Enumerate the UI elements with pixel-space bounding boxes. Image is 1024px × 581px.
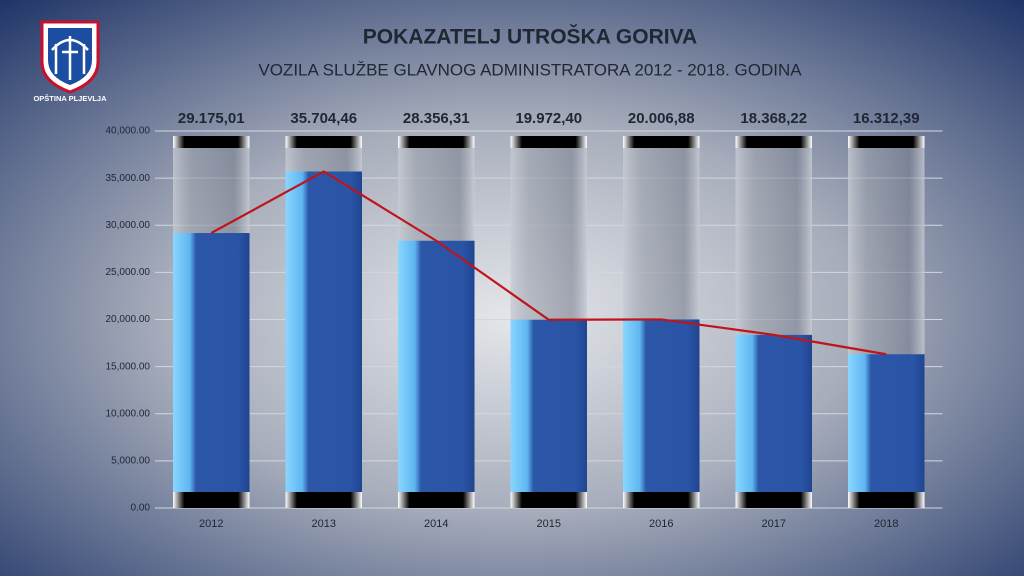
bar-cap-top xyxy=(398,136,475,148)
bar xyxy=(735,334,812,508)
bar-cap-bottom xyxy=(173,492,250,508)
bar xyxy=(623,319,700,508)
y-tick-label: 10,000.00 xyxy=(106,408,151,419)
value-label: 35.704,46 xyxy=(290,110,357,127)
trend-line xyxy=(210,170,887,356)
value-label: 28.356,31 xyxy=(403,110,470,127)
bar xyxy=(848,354,925,508)
bar-cap-bottom xyxy=(285,492,362,508)
chart-title: POKAZATELJ UTROŠKA GORIVA xyxy=(363,25,697,49)
logo-text: OPŠTINA PLJEVLJA xyxy=(33,94,107,103)
bar-cap-top xyxy=(510,136,587,148)
value-label: 20.006,88 xyxy=(628,110,695,127)
bar-cap-top xyxy=(285,136,362,148)
bar-cap-bottom xyxy=(510,492,587,508)
x-tick-label: 2013 xyxy=(312,518,336,530)
y-tick-label: 5,000.00 xyxy=(111,456,150,467)
y-tick-label: 20,000.00 xyxy=(106,314,151,325)
bar xyxy=(173,233,250,509)
value-label: 16.312,39 xyxy=(853,110,920,127)
y-tick-label: 15,000.00 xyxy=(106,361,151,372)
y-tick-label: 30,000.00 xyxy=(106,220,151,231)
x-tick-label: 2014 xyxy=(424,518,448,530)
bar-cap-top xyxy=(848,136,925,148)
value-label: 18.368,22 xyxy=(740,110,807,127)
bar xyxy=(285,171,362,508)
chart-subtitle: VOZILA SLUŽBE GLAVNOG ADMINISTRATORA 201… xyxy=(258,60,802,79)
x-tick-label: 2018 xyxy=(874,518,898,530)
bar-cap-bottom xyxy=(735,492,812,508)
bar-cap-bottom xyxy=(398,492,475,508)
value-label: 29.175,01 xyxy=(178,110,245,127)
x-tick-label: 2016 xyxy=(649,518,673,530)
y-tick-label: 0.00 xyxy=(131,503,151,514)
y-tick-label: 25,000.00 xyxy=(106,267,151,278)
bar xyxy=(398,240,475,509)
x-tick-label: 2015 xyxy=(537,518,561,530)
y-tick-label: 35,000.00 xyxy=(106,173,151,184)
bar xyxy=(510,319,587,508)
value-label: 19.972,40 xyxy=(515,110,582,127)
x-tick-label: 2017 xyxy=(762,518,786,530)
bar-cap-top xyxy=(173,136,250,148)
bar-cap-bottom xyxy=(623,492,700,508)
y-tick-label: 40,000.00 xyxy=(106,126,151,137)
bar-cap-top xyxy=(735,136,812,148)
bar-cap-bottom xyxy=(848,492,925,508)
bar-cap-top xyxy=(623,136,700,148)
logo: OPŠTINA PLJEVLJA xyxy=(33,20,107,103)
x-tick-label: 2012 xyxy=(199,518,223,530)
